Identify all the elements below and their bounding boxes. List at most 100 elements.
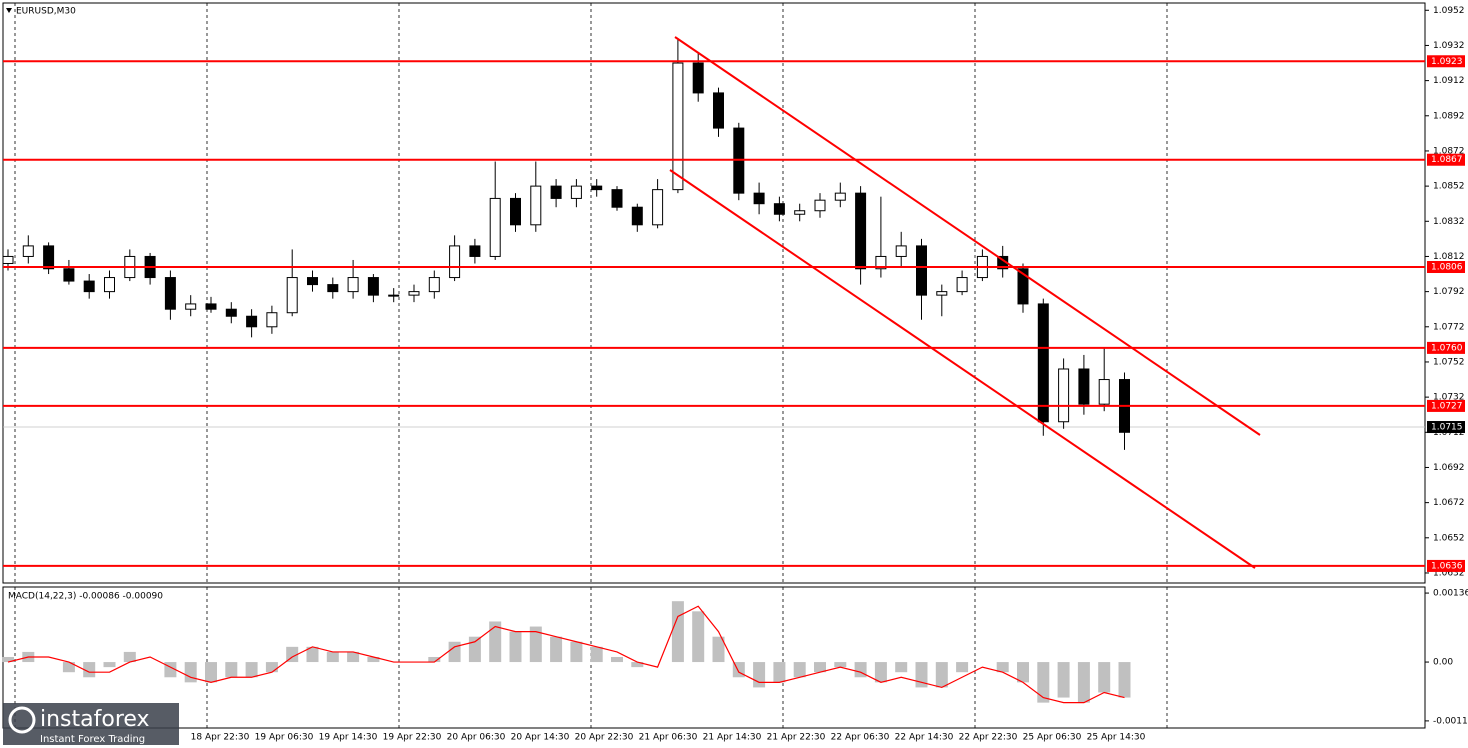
y-tick-label: 1.0932	[1433, 41, 1465, 51]
logo-icon	[8, 706, 36, 734]
macd-bar	[428, 656, 441, 663]
macd-title: MACD(14,22,3) -0.00086 -0.00090	[8, 592, 163, 602]
candle-body	[570, 185, 582, 199]
level-label: 1.0760	[1431, 343, 1463, 353]
candle-body	[652, 189, 664, 226]
y-tick-label: 0.00	[1433, 658, 1453, 668]
macd-bar	[184, 662, 197, 683]
macd-bar	[834, 662, 847, 668]
x-tick-label: 21 Apr 06:30	[639, 733, 698, 743]
level-box	[1427, 261, 1465, 274]
macd-bar	[570, 641, 583, 663]
x-tick-label: 22 Apr 14:30	[895, 733, 954, 743]
candle-body	[225, 308, 237, 317]
candle-body	[550, 185, 562, 199]
candle-body	[530, 185, 542, 226]
level-label: 1.0636	[1431, 561, 1463, 571]
y-tick-label: 1.0632	[1433, 568, 1465, 578]
x-tick-label: 20 Apr 14:30	[511, 733, 570, 743]
macd-bar	[225, 662, 238, 678]
price-panel	[2, 2, 1426, 584]
macd-bar	[83, 662, 96, 678]
current-price-label: 1.0715	[1431, 423, 1463, 433]
candle-body	[611, 189, 623, 208]
candle-body	[164, 277, 176, 310]
candle-body	[956, 277, 968, 293]
x-tick-label: 25 Apr 14:30	[1087, 733, 1146, 743]
candle-body	[104, 277, 115, 293]
y-tick-label: 1.0732	[1433, 393, 1465, 403]
macd-bar	[468, 636, 481, 663]
macd-bar	[1118, 662, 1131, 698]
candle-body	[1098, 379, 1110, 405]
candle-body	[1058, 368, 1070, 423]
macd-bar	[854, 662, 867, 678]
macd-bar	[286, 646, 299, 663]
level-box	[1427, 399, 1465, 412]
macd-bar	[245, 662, 258, 678]
y-tick-label: 1.0792	[1433, 287, 1465, 297]
level-label: 1.0806	[1431, 263, 1463, 273]
candle-body	[672, 62, 684, 191]
y-tick-label: 1.0912	[1433, 76, 1465, 86]
candle-body	[367, 277, 379, 296]
x-tick-label: 21 Apr 14:30	[703, 733, 762, 743]
candle-body	[83, 280, 95, 293]
x-tick-label: 19 Apr 22:30	[383, 733, 442, 743]
x-tick-label: 21 Apr 22:30	[767, 733, 826, 743]
candle-body	[205, 303, 217, 310]
macd-bar	[367, 656, 380, 663]
candle-body	[185, 303, 197, 310]
candle-body	[1017, 268, 1029, 305]
macd-bar	[2, 656, 14, 663]
menu-arrow	[6, 8, 12, 13]
logo: instaforex Instant Forex Trading	[3, 703, 179, 745]
chart-title: EURUSD,M30	[16, 7, 76, 17]
level-label: 1.0923	[1431, 57, 1463, 67]
macd-bar	[814, 662, 826, 673]
candle-body	[307, 277, 318, 286]
candle-body	[428, 277, 440, 293]
candle-body	[591, 185, 603, 191]
candle-body	[408, 291, 420, 296]
macd-bar	[793, 662, 806, 678]
x-tick-label: 25 Apr 06:30	[1023, 733, 1082, 743]
macd-bar	[753, 662, 766, 688]
y-tick-label: 1.0872	[1433, 146, 1465, 156]
trend-channel	[669, 36, 1261, 569]
logo-name: instaforex	[40, 707, 150, 732]
y-tick-label: 0.00136	[1433, 589, 1468, 599]
macd-bar	[529, 626, 542, 663]
macd-bar	[935, 662, 948, 688]
x-tick-label: 20 Apr 22:30	[575, 733, 634, 743]
x-tick-label: 20 Apr 06:30	[447, 733, 506, 743]
candle-body	[1037, 303, 1049, 423]
y-tick-label: 1.0812	[1433, 252, 1465, 262]
candle-body	[63, 268, 75, 282]
macd-bar	[448, 641, 461, 663]
candle-body	[286, 277, 298, 314]
vertical-grid	[14, 3, 1168, 728]
y-tick-label: -0.00116	[1433, 716, 1468, 726]
macd-bar	[347, 651, 360, 663]
macd-bar	[265, 662, 278, 673]
macd-bar	[205, 662, 217, 683]
macd-bar	[62, 662, 75, 673]
candle-body	[347, 277, 359, 293]
macd-bar	[103, 662, 116, 668]
macd-bar	[712, 636, 725, 663]
x-tick-label: 19 Apr 06:30	[255, 733, 314, 743]
candle-body	[246, 315, 258, 328]
y-tick-label: 1.0652	[1433, 533, 1465, 543]
candle-body	[834, 192, 846, 201]
x-tick-label: 19 Apr 14:30	[319, 733, 378, 743]
y-tick-label: 1.0752	[1433, 357, 1465, 367]
x-tick-label: 22 Apr 22:30	[959, 733, 1018, 743]
candle-body	[814, 199, 826, 212]
macd-bar	[874, 662, 887, 683]
macd-bar	[671, 601, 684, 663]
level-box	[1427, 341, 1465, 354]
macd-bar	[773, 662, 786, 683]
macd-bar	[306, 646, 319, 663]
